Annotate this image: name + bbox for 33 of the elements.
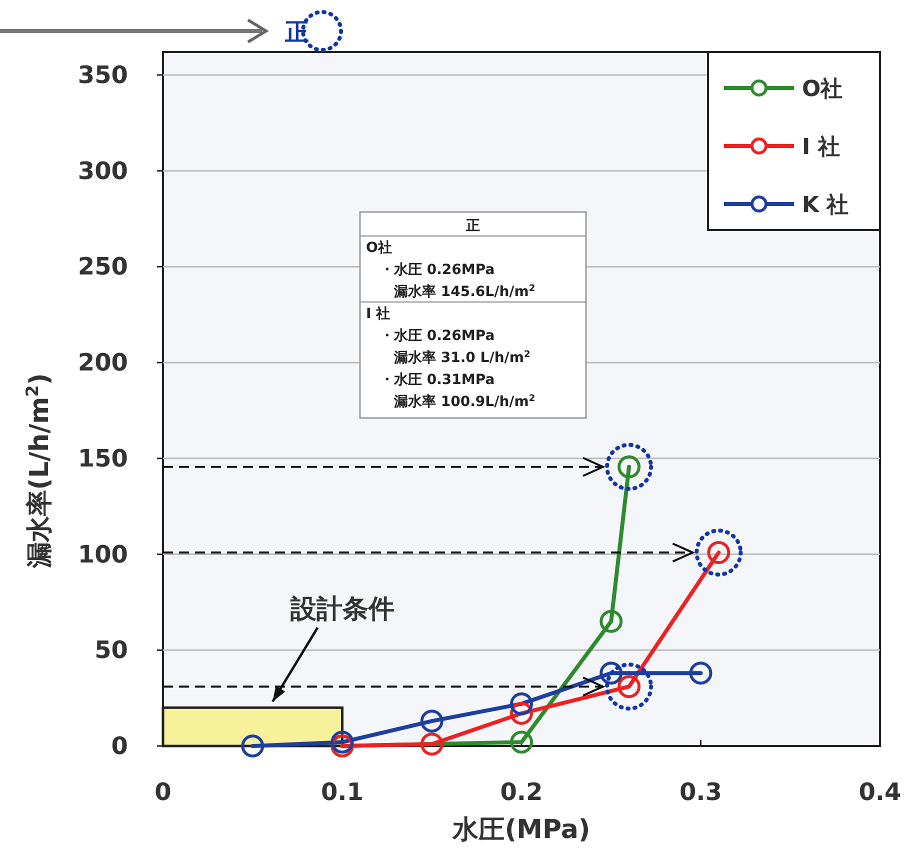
x-tick-label: 0 <box>154 778 172 806</box>
legend-label: O社 <box>802 77 843 102</box>
y-tick-label: 250 <box>78 252 128 281</box>
y-tick-label: 0 <box>111 732 128 760</box>
annotation: ・水圧 0.31MPa 漏水率 100.9L/h/m$^{2}$ <box>380 372 536 410</box>
x-axis-title: 水圧(MPa) <box>452 815 590 845</box>
point <box>420 710 444 733</box>
annotation: 設計条件 <box>290 594 395 625</box>
point <box>689 662 712 685</box>
point <box>510 692 533 716</box>
point <box>600 662 623 685</box>
annotation: I 社 <box>366 306 390 322</box>
y-tick-label: 200 <box>78 348 128 377</box>
point <box>420 732 444 756</box>
point <box>241 734 264 758</box>
annotation: ・水圧 0.26MPa 漏水率 145.6L/h/m$^{2}$ <box>380 262 536 300</box>
point <box>600 610 623 633</box>
point <box>510 730 533 754</box>
annotation: O社 <box>366 240 392 256</box>
annotation: ・水圧 0.26MPa 漏水率 31.0 L/h/m$^{2}$ <box>380 328 530 366</box>
x-tick-label: 0.1 <box>320 778 364 806</box>
x-tick-label: 0.3 <box>679 778 722 806</box>
y-tick-label: 100 <box>78 540 128 568</box>
y-tick-label: 350 <box>78 61 128 89</box>
annotation: 正 <box>465 218 480 234</box>
legend-label: K 社 <box>802 193 849 218</box>
x-tick-label: 0.4 <box>858 778 902 806</box>
x-tick-label: 0.2 <box>500 778 543 806</box>
y-tick-label: 300 <box>78 156 128 185</box>
y-tick-label: 150 <box>78 444 128 472</box>
point <box>330 730 354 754</box>
y-tick-label: 50 <box>94 636 128 664</box>
legend-label: I 社 <box>802 135 840 160</box>
